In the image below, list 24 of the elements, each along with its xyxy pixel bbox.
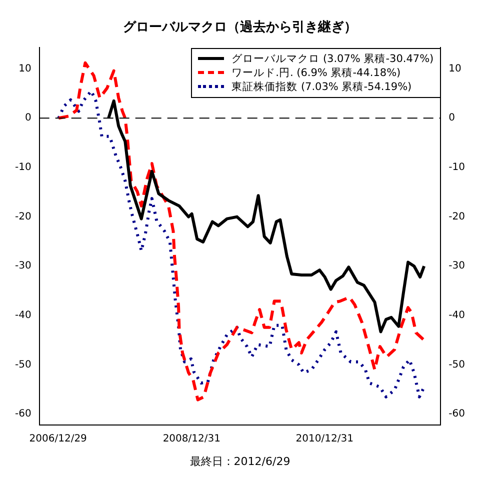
y-tick-label: -10 [14, 162, 32, 174]
y2-tick-label: -20 [448, 211, 466, 222]
y2-tick-label: -50 [448, 359, 466, 370]
x-tick-label: 2010/12/31 [296, 434, 354, 445]
legend-label: グローバルマクロ (3.07% 累積-30.47%) [232, 52, 434, 66]
y-tick-label: 10 [18, 63, 32, 74]
y-tick-label: -20 [14, 211, 32, 222]
legend-label: ワールド.円. (6.9% 累積-44.18%) [232, 66, 401, 80]
y2-tick-label: 0 [448, 112, 456, 124]
legend-label: 東証株価指数 (7.03% 累積-54.19%) [232, 80, 412, 94]
x-tick-label: 2008/12/31 [162, 434, 220, 445]
y2-tick-label: -40 [448, 310, 466, 322]
y2-tick-label: -60 [448, 408, 466, 420]
y2-tick-label: 10 [448, 63, 462, 74]
y2-tick-label: -30 [448, 260, 466, 272]
y-tick-label: -60 [14, 408, 32, 420]
text: 最終日：2012/6/29 [188, 454, 292, 469]
y-tick-label: 0 [24, 112, 32, 124]
y-tick-label: -30 [14, 260, 32, 272]
y2-tick-label: -10 [448, 162, 466, 174]
chart-title: グローバルマクロ（過去から引き継ぎ） [123, 20, 357, 36]
y-tick-label: -50 [14, 359, 32, 370]
x-tick-label: 2006/12/29 [29, 434, 87, 445]
y-tick-label: -40 [14, 310, 32, 322]
